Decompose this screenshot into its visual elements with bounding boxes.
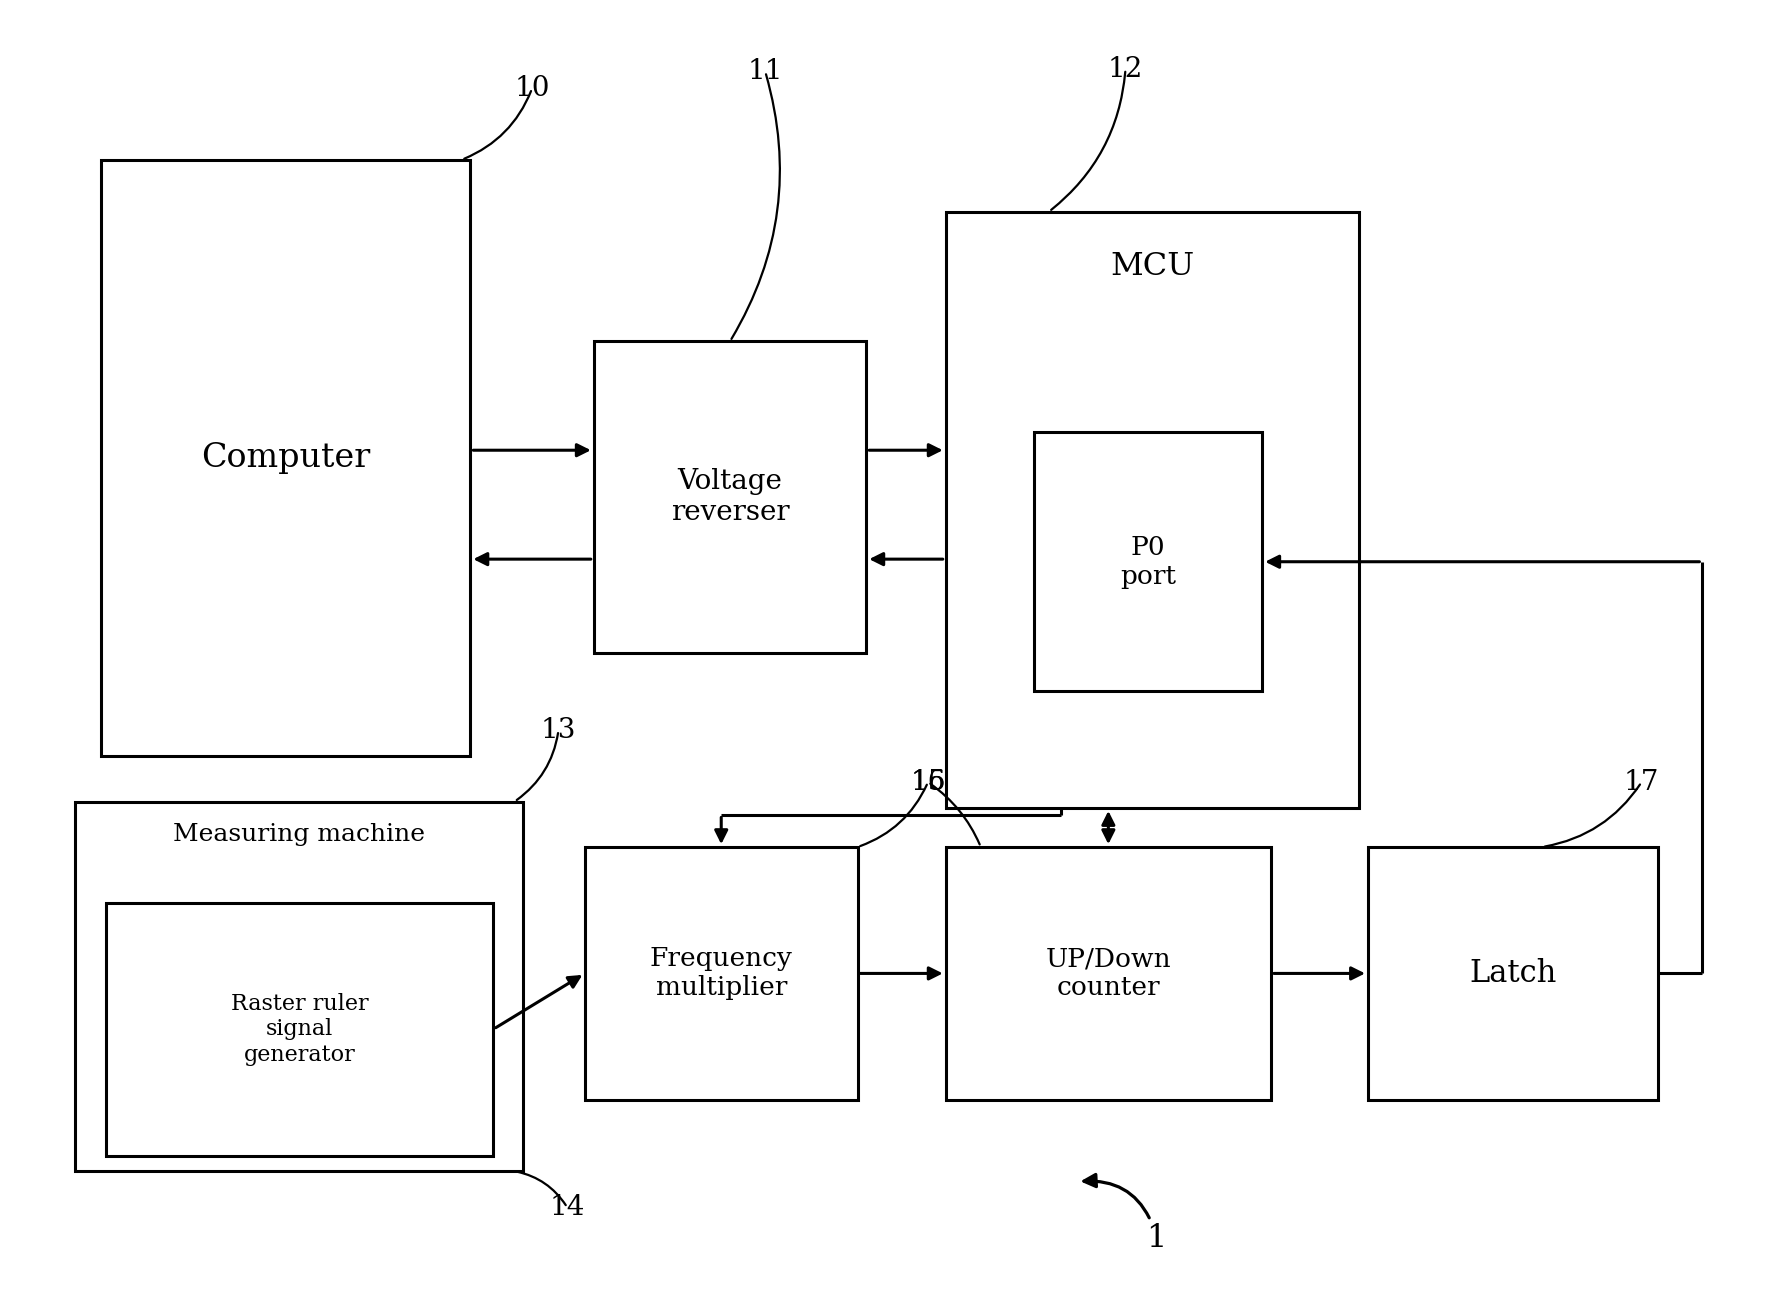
FancyBboxPatch shape (106, 903, 493, 1156)
Text: 1: 1 (1084, 1174, 1167, 1254)
Text: 13: 13 (541, 716, 576, 744)
FancyBboxPatch shape (946, 211, 1360, 808)
Text: Frequency
multiplier: Frequency multiplier (651, 946, 792, 1001)
Text: 11: 11 (748, 59, 783, 85)
Text: P0
port: P0 port (1119, 535, 1176, 589)
Text: 12: 12 (1109, 56, 1144, 82)
FancyBboxPatch shape (101, 159, 470, 756)
Text: Latch: Latch (1469, 958, 1558, 989)
Text: Computer: Computer (202, 442, 370, 474)
FancyBboxPatch shape (946, 847, 1271, 1100)
Text: Raster ruler
signal
generator: Raster ruler signal generator (232, 993, 368, 1066)
Text: 14: 14 (550, 1194, 585, 1221)
Text: UP/Down
counter: UP/Down counter (1045, 946, 1170, 1001)
Text: MCU: MCU (1110, 251, 1195, 282)
Text: 16: 16 (911, 769, 946, 796)
Text: 17: 17 (1623, 769, 1660, 796)
FancyBboxPatch shape (594, 342, 866, 652)
Text: Measuring machine: Measuring machine (173, 822, 424, 846)
FancyBboxPatch shape (1368, 847, 1658, 1100)
FancyBboxPatch shape (585, 847, 857, 1100)
Text: 10: 10 (514, 74, 550, 102)
Text: 15: 15 (911, 769, 946, 796)
FancyBboxPatch shape (74, 801, 523, 1171)
Text: Voltage
reverser: Voltage reverser (670, 467, 789, 526)
FancyBboxPatch shape (1034, 432, 1262, 692)
